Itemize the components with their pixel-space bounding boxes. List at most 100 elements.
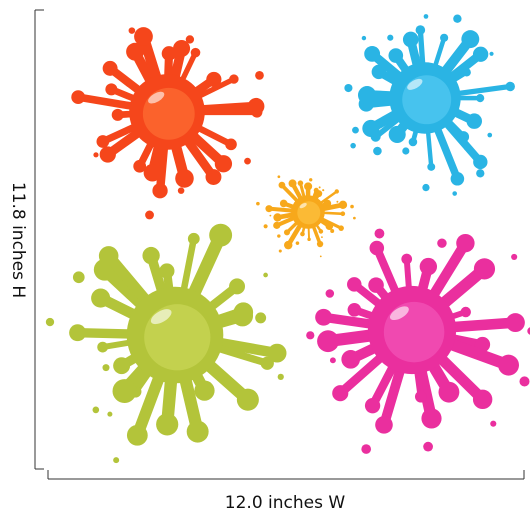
- splat-droplet: [437, 238, 447, 248]
- splat-droplet: [402, 147, 410, 155]
- splat-drop: [318, 229, 324, 234]
- splat-droplet: [263, 272, 268, 278]
- splat-drop: [472, 46, 489, 62]
- splat-drop: [69, 324, 87, 342]
- splat-droplet: [519, 376, 530, 387]
- splat-drop: [362, 119, 380, 138]
- splat-drop: [236, 388, 259, 411]
- splat-droplet: [476, 169, 485, 178]
- splat-droplet: [113, 457, 120, 464]
- splat-drop: [338, 225, 344, 231]
- splat-drop: [206, 71, 222, 87]
- splat-drop: [498, 354, 519, 376]
- splat-drop: [175, 169, 194, 188]
- splat: [256, 175, 356, 258]
- splat-drop: [229, 74, 239, 84]
- splat-droplet: [256, 201, 260, 206]
- splat-drop: [369, 240, 385, 256]
- splat-shine: [150, 309, 172, 325]
- splat-droplet: [107, 411, 113, 417]
- splat-drop: [205, 169, 222, 185]
- splat-drop: [505, 81, 515, 92]
- splat-droplet: [244, 157, 251, 165]
- splat-drop: [288, 179, 297, 188]
- splat-drop: [388, 125, 406, 143]
- splat-drop: [347, 277, 362, 292]
- splat-drop: [102, 60, 118, 76]
- splat-droplet: [325, 289, 335, 298]
- splat-droplet: [511, 253, 518, 261]
- splat-drop: [190, 47, 201, 58]
- splat-droplet: [350, 204, 354, 209]
- splat-drop: [340, 211, 346, 217]
- splat-drop: [414, 390, 427, 403]
- splat-droplet: [278, 249, 282, 253]
- splat-droplet: [487, 132, 493, 138]
- splat-drop: [388, 48, 404, 63]
- splat-drop: [347, 302, 362, 317]
- splat-drop: [142, 246, 160, 265]
- splat-drop: [300, 231, 305, 237]
- splat-drop: [472, 389, 493, 410]
- splat-droplet: [93, 152, 99, 158]
- splat-drop: [225, 138, 237, 151]
- splat-droplet: [336, 200, 339, 203]
- height-label: 11.8 inches H: [8, 182, 28, 298]
- splat-droplet: [255, 71, 264, 80]
- splat-drop: [111, 108, 124, 121]
- splat-drop: [283, 229, 291, 236]
- splat-droplet: [361, 444, 372, 454]
- splat-drop: [247, 97, 265, 115]
- splat-droplet: [423, 14, 429, 19]
- splat-drop: [98, 246, 119, 266]
- splat-drop: [159, 263, 175, 279]
- splat-drop: [186, 420, 209, 443]
- splat-drop: [112, 379, 137, 404]
- splat-drop: [113, 357, 131, 375]
- splat-drop: [161, 46, 177, 61]
- splat-droplet: [306, 331, 315, 340]
- splat-drop: [315, 308, 333, 326]
- splat-drop: [440, 33, 449, 42]
- splat-center: [142, 87, 195, 140]
- splat-droplet: [102, 364, 110, 372]
- splat-drop: [438, 381, 460, 403]
- splat-droplet: [277, 373, 284, 380]
- splat-droplet: [353, 216, 356, 220]
- splat-drop: [325, 222, 334, 230]
- splat-drop: [450, 171, 465, 186]
- splat-drop: [368, 277, 384, 293]
- splat-drop: [260, 356, 274, 370]
- splat-drop: [279, 199, 288, 208]
- splat-drop: [357, 86, 377, 105]
- splat-droplet: [322, 189, 325, 192]
- splat-drop: [284, 240, 293, 250]
- splat-droplet: [277, 175, 281, 179]
- splat-drop: [415, 25, 426, 35]
- splat-droplet: [374, 228, 385, 239]
- splat-drop: [304, 182, 313, 191]
- splat-droplet: [352, 126, 359, 134]
- splat-drop: [267, 343, 287, 363]
- splat-droplet: [277, 234, 281, 238]
- splat-drop: [334, 189, 339, 194]
- splat-drop: [265, 205, 273, 213]
- splat-droplet: [422, 183, 430, 192]
- splat-droplet: [318, 186, 321, 189]
- splat-droplet: [295, 241, 300, 245]
- splat-droplet: [387, 34, 394, 41]
- splat-drop: [105, 83, 118, 96]
- splat-droplet: [373, 146, 382, 156]
- splat-droplet: [45, 317, 55, 327]
- splat-drop: [297, 180, 304, 186]
- splat-droplet: [185, 35, 195, 44]
- splat-droplet: [72, 271, 85, 284]
- splat-drop: [99, 146, 116, 163]
- splat-center: [383, 301, 445, 363]
- splat: [45, 223, 287, 464]
- splat-drop: [317, 330, 339, 353]
- splat-drop: [91, 288, 111, 308]
- splat-center: [144, 304, 211, 371]
